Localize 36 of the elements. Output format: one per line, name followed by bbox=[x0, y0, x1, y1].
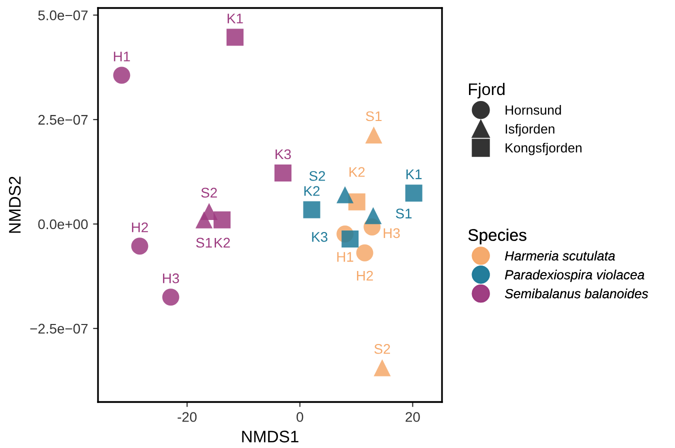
data-label: K1 bbox=[406, 170, 422, 180]
y-tick-label: 2.5e−07 bbox=[38, 114, 88, 125]
legend-label: Isfjorden bbox=[506, 124, 554, 136]
x-axis-title: NMDS1 bbox=[242, 430, 298, 442]
data-label: S1 bbox=[396, 208, 412, 218]
data-label: H2 bbox=[357, 270, 373, 281]
data-label: S1 bbox=[196, 238, 212, 248]
y-tick-label: 5.0e−07 bbox=[38, 10, 88, 20]
legend-label: Hornsund bbox=[506, 105, 561, 115]
data-label: H2 bbox=[132, 222, 148, 232]
data-label: H3 bbox=[163, 273, 180, 284]
x-tick-label: 0 bbox=[296, 412, 304, 422]
data-label: H3 bbox=[384, 228, 400, 238]
data-label: K3 bbox=[312, 232, 328, 242]
text: Fjord bbox=[469, 82, 505, 98]
data-label: H1 bbox=[114, 52, 130, 62]
text: Species bbox=[468, 228, 526, 244]
y-axis-title: NMDS2 bbox=[8, 176, 21, 233]
legend-label: Kongsfjorden bbox=[506, 142, 582, 156]
data-label: K1 bbox=[228, 14, 243, 24]
data-label: K2 bbox=[349, 167, 365, 177]
legend-label: Harmeria scutulata bbox=[504, 250, 615, 261]
x-tick-label: 20 bbox=[406, 412, 420, 422]
legend-label: Semibalanus balanoides bbox=[504, 288, 648, 298]
data-label: S2 bbox=[374, 344, 390, 354]
legend-label: Paradexiospira violacea bbox=[504, 270, 644, 282]
data-label: K3 bbox=[276, 149, 291, 160]
data-label: K2 bbox=[214, 238, 230, 248]
data-label: K2 bbox=[304, 186, 320, 196]
data-label: S2 bbox=[201, 188, 217, 198]
x-tick-label: -20 bbox=[178, 412, 197, 422]
data-label: H1 bbox=[337, 252, 354, 262]
y-tick-label: −2.5e−07 bbox=[30, 324, 88, 334]
data-label: S1 bbox=[366, 111, 382, 122]
y-tick-label: 0.0e+00 bbox=[38, 219, 88, 230]
data-label: S2 bbox=[309, 171, 326, 181]
